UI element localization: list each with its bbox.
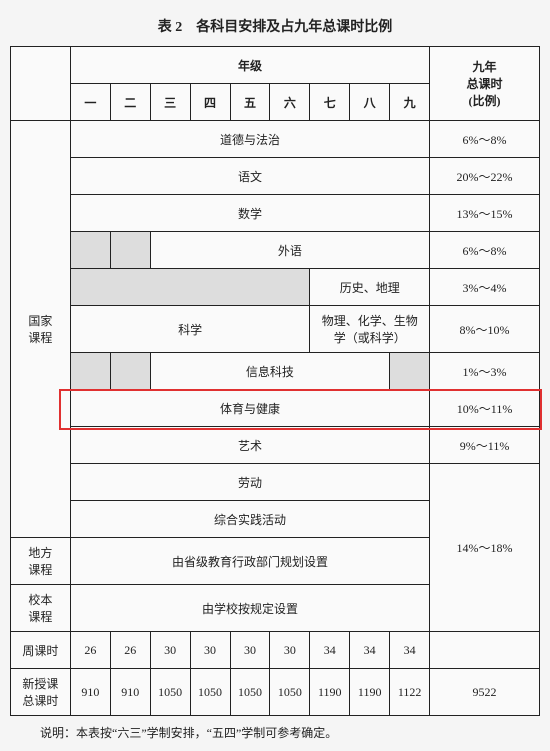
ratio-foreign: 6%～8% — [430, 232, 540, 269]
it-g2 — [110, 353, 150, 390]
total-7: 1190 — [310, 669, 350, 716]
total-9: 1122 — [390, 669, 430, 716]
subject-pe: 体育与健康 — [70, 390, 429, 427]
row-labor: 劳动 14%～18% — [11, 464, 540, 501]
grade-1: 一 — [70, 84, 110, 121]
row-chinese: 语文 20%～22% — [11, 158, 540, 195]
weekly-6: 30 — [270, 632, 310, 669]
row-art: 艺术 9%～11% — [11, 427, 540, 464]
ratio-chinese: 20%～22% — [430, 158, 540, 195]
header-grade-group: 年级 — [70, 47, 429, 84]
grade-8: 八 — [350, 84, 390, 121]
weekly-2: 26 — [110, 632, 150, 669]
total-8: 1190 — [350, 669, 390, 716]
total-2: 910 — [110, 669, 150, 716]
subject-foreign: 外语 — [150, 232, 429, 269]
history-g1-6 — [70, 269, 309, 306]
row-foreign: 外语 6%～8% — [11, 232, 540, 269]
weekly-8: 34 — [350, 632, 390, 669]
label-national: 国家 课程 — [11, 121, 71, 538]
grade-2: 二 — [110, 84, 150, 121]
ratio-math: 13%～15% — [430, 195, 540, 232]
grade-7: 七 — [310, 84, 350, 121]
subject-practice: 综合实践活动 — [70, 501, 429, 538]
weekly-1: 26 — [70, 632, 110, 669]
subject-morals: 道德与法治 — [70, 121, 429, 158]
row-math: 数学 13%～15% — [11, 195, 540, 232]
foreign-g1 — [70, 232, 110, 269]
row-history: 历史、地理 3%～4% — [11, 269, 540, 306]
ratio-art: 9%～11% — [430, 427, 540, 464]
subject-math: 数学 — [70, 195, 429, 232]
total-6: 1050 — [270, 669, 310, 716]
it-g1 — [70, 353, 110, 390]
grade-3: 三 — [150, 84, 190, 121]
weekly-9: 34 — [390, 632, 430, 669]
total-5: 1050 — [230, 669, 270, 716]
footnote: 说明：本表按“六三”学制安排，“五四”学制可参考确定。 — [10, 724, 540, 741]
total-3: 1050 — [150, 669, 190, 716]
grade-6: 六 — [270, 84, 310, 121]
subject-it: 信息科技 — [150, 353, 389, 390]
row-it: 信息科技 1%～3% — [11, 353, 540, 390]
total-1: 910 — [70, 669, 110, 716]
total-4: 1050 — [190, 669, 230, 716]
subject-science: 科学 — [70, 306, 309, 353]
ratio-history: 3%～4% — [430, 269, 540, 306]
label-school: 校本 课程 — [11, 585, 71, 632]
subject-labor: 劳动 — [70, 464, 429, 501]
row-total: 新授课 总课时 910 910 1050 1050 1050 1050 1190… — [11, 669, 540, 716]
subject-art: 艺术 — [70, 427, 429, 464]
subject-chinese: 语文 — [70, 158, 429, 195]
weekly-4: 30 — [190, 632, 230, 669]
grade-9: 九 — [390, 84, 430, 121]
label-weekly: 周课时 — [11, 632, 71, 669]
curriculum-table: 年级 九年 总课时 (比例) 一 二 三 四 五 六 七 八 九 国家 课程 道… — [10, 46, 540, 716]
subject-history: 历史、地理 — [310, 269, 430, 306]
row-morals: 国家 课程 道德与法治 6%～8% — [11, 121, 540, 158]
subject-science2: 物理、化学、生物 学（或科学） — [310, 306, 430, 353]
table-title: 表 2 各科目安排及占九年总课时比例 — [10, 16, 540, 36]
label-local: 地方 课程 — [11, 538, 71, 585]
grade-5: 五 — [230, 84, 270, 121]
ratio-it: 1%～3% — [430, 353, 540, 390]
row-weekly: 周课时 26 26 30 30 30 30 34 34 34 — [11, 632, 540, 669]
header-ratio: 九年 总课时 (比例) — [430, 47, 540, 121]
ratio-pe: 10%～11% — [430, 390, 540, 427]
foreign-g2 — [110, 232, 150, 269]
row-science: 科学 物理、化学、生物 学（或科学） 8%～10% — [11, 306, 540, 353]
grade-4: 四 — [190, 84, 230, 121]
header-blank — [11, 47, 71, 121]
ratio-local: 14%～18% — [430, 464, 540, 632]
weekly-3: 30 — [150, 632, 190, 669]
weekly-7: 34 — [310, 632, 350, 669]
label-total: 新授课 总课时 — [11, 669, 71, 716]
table-wrapper: 年级 九年 总课时 (比例) 一 二 三 四 五 六 七 八 九 国家 课程 道… — [10, 46, 540, 716]
weekly-ratio — [430, 632, 540, 669]
row-pe: 体育与健康 10%～11% — [11, 390, 540, 427]
total-sum: 9522 — [430, 669, 540, 716]
subject-local: 由省级教育行政部门规划设置 — [70, 538, 429, 585]
ratio-morals: 6%～8% — [430, 121, 540, 158]
ratio-science: 8%～10% — [430, 306, 540, 353]
subject-school: 由学校按规定设置 — [70, 585, 429, 632]
header-row-1: 年级 九年 总课时 (比例) — [11, 47, 540, 84]
it-g9 — [390, 353, 430, 390]
weekly-5: 30 — [230, 632, 270, 669]
